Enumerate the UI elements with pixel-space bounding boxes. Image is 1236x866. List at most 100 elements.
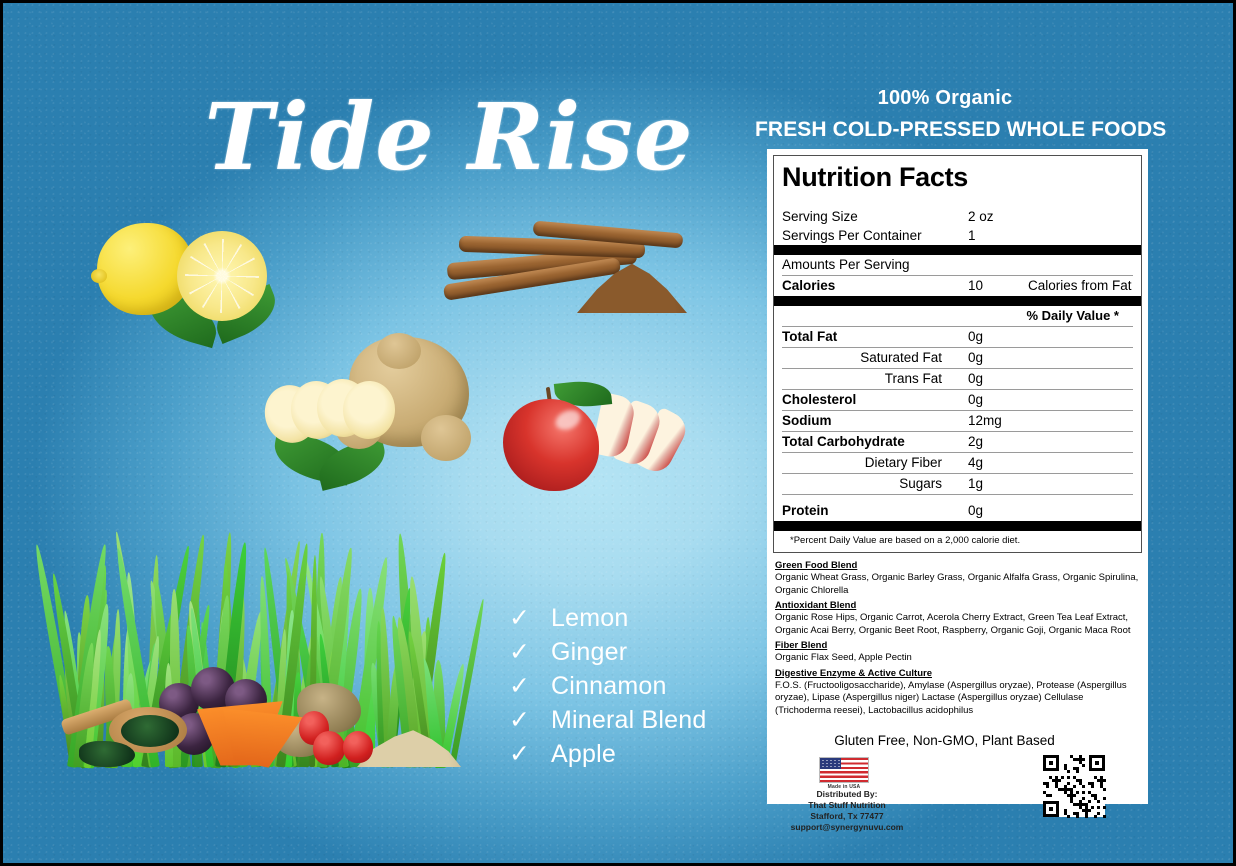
nutrient-dv: [1028, 453, 1133, 473]
nutrient-rows: % Daily Value * Total Fat 0g Saturated F…: [774, 306, 1141, 521]
qr-module: [1088, 809, 1091, 812]
spacer: [774, 193, 1141, 207]
qr-module: [1061, 776, 1064, 779]
calories-label: Calories: [782, 276, 968, 296]
qr-module: [1088, 800, 1091, 803]
protein-dv: [1028, 501, 1133, 521]
nutrient-name: Cholesterol: [782, 390, 968, 410]
list-item-label: Mineral Blend: [551, 703, 706, 737]
qr-module: [1082, 797, 1085, 800]
list-item: ✓ Lemon: [509, 601, 739, 635]
servings-per-container-label: Servings Per Container: [782, 226, 968, 245]
rose-hip: [343, 731, 373, 763]
nutrient-value: 0g: [968, 348, 1028, 368]
serving-size-row: Serving Size 2 oz: [782, 207, 1133, 226]
nutrient-dv: [1028, 327, 1133, 347]
nutrient-name: Total Carbohydrate: [782, 432, 968, 452]
qr-module: [1082, 764, 1085, 767]
nutrient-value: 0g: [968, 327, 1028, 347]
qr-module: [1082, 758, 1085, 761]
dietary-claims: Gluten Free, Non-GMO, Plant Based: [767, 731, 1148, 751]
nutrient-value: 4g: [968, 453, 1028, 473]
protein-label: Protein: [782, 501, 968, 521]
qr-module: [1094, 815, 1097, 818]
nutrient-row: Cholesterol 0g: [782, 390, 1133, 411]
nutrient-row: Sugars 1g: [782, 474, 1133, 495]
brand-name: Tide Rise: [199, 77, 699, 197]
made-in-usa-badge: Made in USA: [815, 757, 873, 790]
servings-per-container-row: Servings Per Container 1: [782, 226, 1133, 245]
list-item-label: Ginger: [551, 635, 627, 669]
nutrition-facts-title: Nutrition Facts: [774, 156, 1141, 193]
nutrition-facts-box: Nutrition Facts Serving Size 2 oz Servin…: [773, 155, 1142, 553]
nutrition-panel: Nutrition Facts Serving Size 2 oz Servin…: [767, 149, 1148, 804]
company-address: Stafford, Tx 77477: [777, 811, 917, 822]
superfood-cluster: [61, 649, 461, 767]
qr-module: [1103, 806, 1106, 809]
apple-image: [503, 385, 703, 495]
servings-per-container-value: 1: [968, 226, 976, 245]
spirulina-powder: [79, 741, 135, 767]
organic-header: 100% Organic FRESH COLD-PRESSED WHOLE FO…: [755, 87, 1135, 142]
calories-value: 10: [968, 276, 1028, 296]
distributor-info: Distributed By: That Stuff Nutrition Sta…: [777, 789, 917, 833]
qr-module: [1067, 815, 1070, 818]
calories-row: Calories 10 Calories from Fat: [782, 276, 1133, 296]
nutrient-name: Dietary Fiber: [782, 453, 968, 473]
ginger-image: [259, 333, 479, 493]
nutrient-row: Dietary Fiber 4g: [782, 453, 1133, 474]
qr-module: [1067, 770, 1070, 773]
qr-module: [1076, 791, 1079, 794]
ingredient-highlight-list: ✓ Lemon ✓ Ginger ✓ Cinnamon ✓ Mineral Bl…: [509, 601, 739, 771]
nutrient-name: Trans Fat: [782, 369, 968, 389]
qr-finder-pattern: [1043, 755, 1059, 771]
daily-value-footnote: *Percent Daily Value are based on a 2,00…: [774, 531, 1141, 552]
nutrient-value: 0g: [968, 390, 1028, 410]
qr-module: [1103, 788, 1106, 791]
amounts-per-serving-text-row: Amounts Per Serving: [782, 255, 1133, 276]
qr-module: [1103, 815, 1106, 818]
nutrient-row: Trans Fat 0g: [782, 369, 1133, 390]
check-icon: ✓: [509, 703, 551, 737]
blend-ingredients: Organic Rose Hips, Organic Carrot, Acero…: [775, 612, 1140, 637]
nutrient-name: Sodium: [782, 411, 968, 431]
rose-hip: [313, 731, 345, 765]
qr-module: [1082, 791, 1085, 794]
qr-module: [1091, 806, 1094, 809]
support-email: support@synergynuvu.com: [777, 822, 917, 833]
nutrient-dv: [1028, 411, 1133, 431]
amounts-per-serving-row: Amounts Per Serving Calories 10 Calories…: [774, 255, 1141, 296]
list-item: ✓ Mineral Blend: [509, 703, 739, 737]
company-name: That Stuff Nutrition: [777, 800, 917, 811]
check-icon: ✓: [509, 601, 551, 635]
lemon-slice: [177, 231, 267, 321]
ginger-knob: [377, 333, 421, 369]
organic-claim-line1: 100% Organic: [755, 87, 1135, 110]
organic-claim-line2: FRESH COLD-PRESSED WHOLE FOODS: [755, 118, 1135, 142]
nutrient-row: Total Carbohydrate 2g: [782, 432, 1133, 453]
daily-value-header: % Daily Value *: [782, 306, 1133, 327]
check-icon: ✓: [509, 669, 551, 703]
qr-code[interactable]: [1043, 755, 1105, 817]
qr-module: [1058, 779, 1061, 782]
lemon-image: [89, 217, 309, 337]
qr-finder-pattern: [1089, 755, 1105, 771]
distributed-by-label: Distributed By:: [777, 789, 917, 800]
wheatgrass-superfood-image: [61, 515, 461, 767]
blend-heading: Antioxidant Blend: [775, 599, 1140, 612]
qr-module: [1085, 815, 1088, 818]
qr-module: [1076, 770, 1079, 773]
list-item: ✓ Apple: [509, 737, 739, 771]
divider-bar: [774, 296, 1141, 306]
qr-module: [1076, 815, 1079, 818]
nutrient-value: 2g: [968, 432, 1028, 452]
spirulina-powder: [121, 715, 179, 747]
nutrient-name: Sugars: [782, 474, 968, 494]
qr-finder-pattern: [1043, 801, 1059, 817]
nutrient-row: Sodium 12mg: [782, 411, 1133, 432]
nutrient-dv: [1028, 390, 1133, 410]
qr-module: [1103, 797, 1106, 800]
qr-module: [1073, 794, 1076, 797]
nutrient-value: 12mg: [968, 411, 1028, 431]
blend-heading: Green Food Blend: [775, 559, 1140, 572]
